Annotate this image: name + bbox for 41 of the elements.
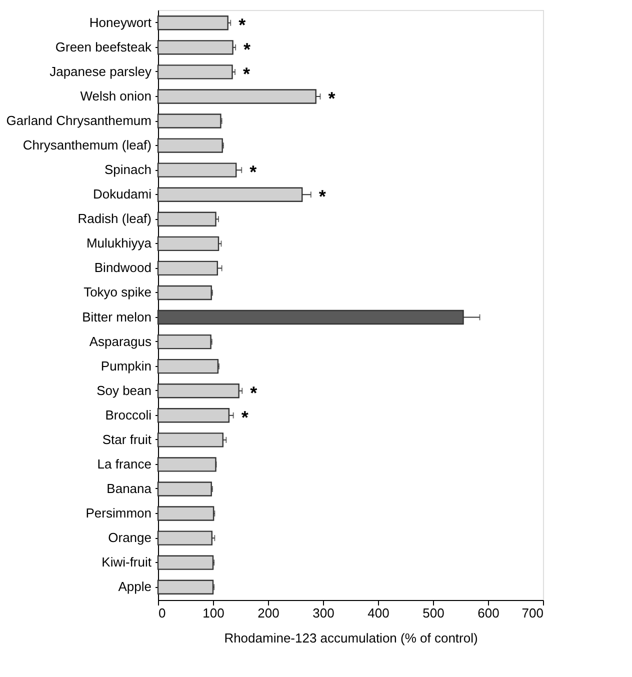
x-tick-label: 700 bbox=[522, 606, 544, 620]
annotation: * bbox=[238, 14, 246, 35]
y-tick-label: La france bbox=[97, 456, 152, 472]
annotation: * bbox=[244, 39, 251, 60]
x-tick-label: 500 bbox=[422, 606, 444, 620]
y-tick-label: Tokyo spike bbox=[84, 284, 152, 300]
y-tick-label: Bitter melon bbox=[82, 309, 152, 324]
y-tick-label: Bindwood bbox=[94, 260, 152, 276]
annotation: * bbox=[250, 382, 258, 403]
x-tick-label: 100 bbox=[202, 606, 224, 620]
y-tick-label: Asparagus bbox=[89, 334, 152, 349]
y-tick-label: Dokudami bbox=[92, 186, 152, 202]
annotation: * bbox=[328, 88, 336, 108]
y-tick-label: Welsh onion bbox=[80, 88, 152, 104]
y-tick-label: Apple bbox=[118, 579, 152, 594]
x-axis-title: Rhodamine-123 accumulation (% of control) bbox=[224, 630, 478, 646]
y-tick-label: Orange bbox=[108, 530, 152, 546]
y-tick-label: Star fruit bbox=[102, 432, 152, 447]
y-tick-label: Persimmon bbox=[86, 506, 152, 521]
y-tick-label: Mulukhiyya bbox=[86, 236, 152, 251]
y-tick-label: Honeywort bbox=[89, 14, 152, 30]
x-tick-label: 400 bbox=[368, 606, 390, 620]
y-tick-label: Spinach bbox=[104, 162, 152, 178]
y-tick-label: Japanese parsley bbox=[50, 64, 152, 79]
annotation: * bbox=[250, 162, 257, 182]
x-tick-label: 200 bbox=[258, 606, 280, 620]
y-tick-label: Garland Chrysanthemum bbox=[6, 113, 152, 128]
y-tick-label: Banana bbox=[106, 480, 152, 496]
y-tick-label: Radish (leaf) bbox=[78, 211, 152, 226]
y-tick-label: Soy bean bbox=[96, 382, 152, 398]
y-tick-label: Green beefsteak bbox=[55, 39, 152, 54]
annotation: * bbox=[241, 407, 248, 428]
y-tick-label: Chrysanthemum (leaf) bbox=[22, 138, 152, 153]
x-tick-label: 600 bbox=[478, 606, 500, 620]
y-tick-label: Kiwi-fruit bbox=[102, 554, 152, 570]
y-tick-label: Pumpkin bbox=[100, 358, 152, 374]
y-tick-label: Broccoli bbox=[105, 407, 152, 422]
x-tick-label: 300 bbox=[312, 606, 334, 620]
annotation: * bbox=[243, 64, 250, 84]
x-tick-label: 0 bbox=[158, 606, 166, 620]
annotation: * bbox=[318, 186, 326, 207]
